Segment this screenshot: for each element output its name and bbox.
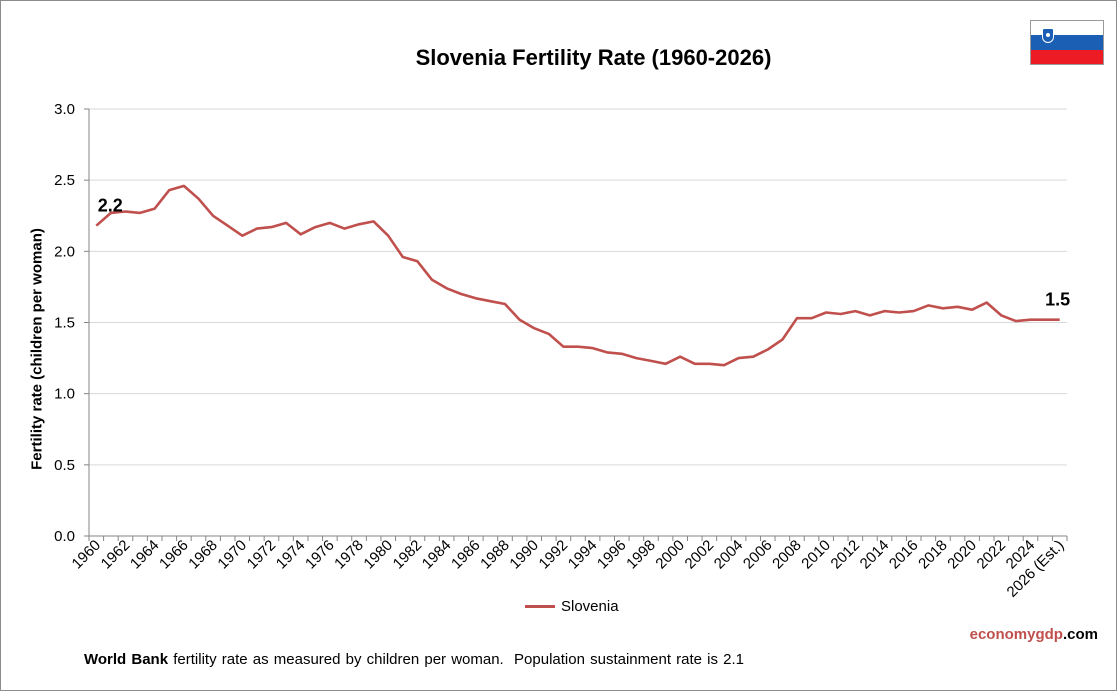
x-tick-label: 1964	[127, 537, 163, 573]
legend-label: Slovenia	[561, 598, 619, 615]
footnote-source: World Bank	[84, 651, 169, 668]
x-tick-label: 1972	[244, 537, 280, 573]
series-lines	[95, 184, 1060, 367]
x-tick-label: 2002	[682, 537, 718, 573]
brand-logo: economygdp.com	[970, 626, 1098, 643]
data-label: 2.2	[98, 196, 123, 216]
x-tick-label: 2018	[915, 537, 951, 573]
flag-stripe-red	[1031, 49, 1103, 64]
gridlines	[89, 108, 1067, 466]
x-tick-label: 1988	[477, 537, 513, 573]
x-tick-label: 2022	[974, 537, 1010, 573]
x-tick-label: 1982	[390, 537, 426, 573]
y-tick-labels: 0.0 0.5 1.0 1.5 2.0 2.5 3.0	[54, 101, 75, 545]
x-tick-label: 2000	[652, 537, 688, 573]
footnote-text: fertility rate as measured by children p…	[168, 651, 745, 668]
x-tick-label: 2020	[944, 537, 980, 573]
x-tick-label: 1998	[623, 537, 659, 573]
y-tick-label: 0.5	[54, 457, 75, 474]
x-tick-label: 1984	[419, 537, 455, 573]
x-tick-label: 1994	[565, 537, 601, 573]
data-annotations: 2.2 1.5	[98, 196, 1070, 310]
data-label: 1.5	[1045, 290, 1070, 310]
brand-part-2: gdp	[1035, 626, 1063, 643]
x-tick-label: 2016	[886, 537, 922, 573]
x-tick-label: 1962	[98, 537, 134, 573]
footnote: World Bank fertility rate as measured by…	[84, 651, 744, 668]
y-tick-label: 3.0	[54, 101, 75, 118]
slovenia-flag-icon	[1030, 20, 1104, 65]
x-tick-label: 1968	[185, 537, 221, 573]
x-tick-label: 2012	[828, 537, 864, 573]
x-tick-label: 2010	[798, 537, 834, 573]
series-line-slovenia	[95, 184, 1060, 367]
x-tick-label: 2014	[857, 537, 893, 573]
x-tick-label: 1992	[536, 537, 572, 573]
x-tick-label: 1996	[594, 537, 630, 573]
y-tick-label: 1.0	[54, 386, 75, 403]
y-axis-title: Fertility rate (children per woman)	[28, 228, 46, 470]
y-tick-label: 0.0	[54, 528, 75, 545]
x-tick-labels: 1960196219641966196819701972197419761978…	[69, 537, 1068, 601]
x-tick-label: 1980	[360, 537, 396, 573]
brand-part-1: economy	[969, 626, 1036, 643]
legend: Slovenia	[525, 598, 619, 615]
y-tick-label: 2.5	[54, 172, 75, 189]
x-tick-label: 1990	[506, 537, 542, 573]
x-tick-label: 2008	[769, 537, 805, 573]
y-tick-label: 1.5	[54, 315, 75, 332]
x-tick-label: 1978	[331, 537, 367, 573]
x-tick-label: 1986	[448, 537, 484, 573]
x-tick-label: 2006	[740, 537, 776, 573]
y-tick-label: 2.0	[54, 243, 75, 260]
x-tick-label: 1976	[302, 537, 338, 573]
axes	[84, 108, 1068, 541]
x-tick-label: 2004	[711, 537, 747, 573]
x-tick-label: 1974	[273, 537, 309, 573]
brand-part-3: .com	[1062, 626, 1098, 643]
legend-swatch	[525, 605, 555, 608]
x-tick-label: 1966	[156, 537, 192, 573]
x-tick-label: 1970	[214, 537, 250, 573]
chart-title: Slovenia Fertility Rate (1960-2026)	[415, 45, 772, 70]
flag-crest-icon	[1042, 28, 1054, 43]
